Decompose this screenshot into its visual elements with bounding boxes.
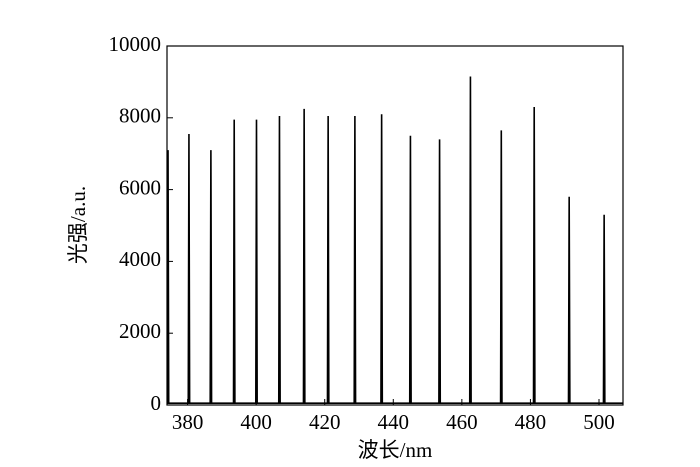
y-axis-label: 光强/a.u. bbox=[66, 186, 90, 264]
x-tick-label: 440 bbox=[378, 410, 410, 434]
x-tick-label: 500 bbox=[583, 410, 615, 434]
spectrum-line bbox=[166, 76, 623, 404]
x-tick-label: 400 bbox=[240, 410, 272, 434]
y-tick-label: 10000 bbox=[109, 32, 162, 56]
y-tick-label: 6000 bbox=[119, 175, 161, 199]
plot-frame bbox=[166, 45, 624, 406]
x-tick-label: 480 bbox=[515, 410, 547, 434]
x-axis-label: 波长/nm bbox=[358, 438, 433, 462]
x-tick-label: 420 bbox=[309, 410, 341, 434]
y-tick-label: 8000 bbox=[119, 104, 161, 128]
x-tick-label: 460 bbox=[446, 410, 478, 434]
y-tick-label: 4000 bbox=[119, 247, 161, 271]
y-tick-label: 2000 bbox=[119, 319, 161, 343]
y-tick-label: 0 bbox=[151, 391, 162, 415]
x-tick-label: 380 bbox=[172, 410, 204, 434]
